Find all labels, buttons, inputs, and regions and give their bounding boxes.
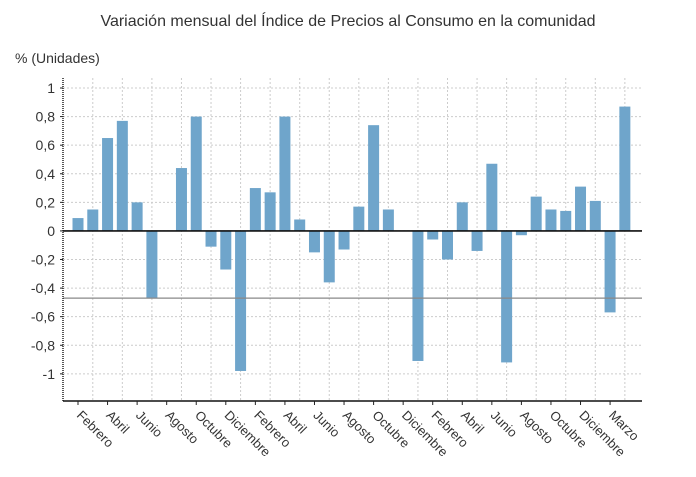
x-tick-label: Junio (488, 408, 521, 441)
bar (294, 219, 306, 231)
bar (220, 230, 232, 270)
bar (412, 230, 424, 361)
bar (560, 210, 572, 231)
y-tick-label: 1 (47, 80, 55, 96)
bar (87, 209, 99, 231)
bar (353, 206, 365, 231)
bar (442, 230, 453, 260)
grid (63, 78, 642, 401)
axes (62, 78, 642, 402)
bar (471, 230, 483, 251)
x-tick-label: Junio (310, 408, 343, 441)
bar (427, 230, 439, 240)
y-tick-label: 0,4 (36, 166, 56, 182)
y-axis-label: % (Unidades) (15, 50, 100, 66)
bar (338, 230, 350, 250)
bar (530, 196, 542, 231)
chart-title: Variación mensual del Índice de Precios … (100, 11, 595, 30)
bar (323, 230, 335, 283)
bar (545, 209, 557, 231)
bar (264, 192, 276, 231)
bar (146, 230, 158, 299)
bar (368, 125, 380, 231)
bar (604, 230, 616, 313)
bar (102, 138, 114, 231)
bar (116, 120, 128, 231)
bar (175, 168, 187, 231)
bar (501, 230, 513, 363)
bar (131, 202, 143, 231)
y-tick-label: 0 (47, 223, 55, 239)
y-tick-label: -0,8 (31, 337, 55, 353)
bar (279, 116, 291, 231)
x-tick-label: Junio (133, 408, 166, 441)
bar (249, 188, 261, 231)
y-tick-label: -0,6 (31, 309, 55, 325)
bar (575, 186, 587, 231)
bar (456, 202, 468, 231)
bar (235, 230, 247, 371)
y-ticks: 1 0,8 0,6 0,4 0,2 0 -0,2 -0,4 -0,6 -0,8 -1 (31, 80, 63, 382)
bar (382, 209, 394, 231)
bar (190, 116, 202, 231)
bar (589, 200, 601, 231)
bar (205, 230, 217, 247)
bar (619, 106, 631, 231)
bar (515, 230, 527, 236)
y-tick-label: 0,6 (36, 137, 56, 153)
bar (72, 218, 84, 231)
bars (72, 106, 631, 371)
y-tick-label: 0,8 (36, 109, 56, 125)
bar (308, 230, 320, 253)
bar (486, 163, 498, 231)
y-tick-label: -0,2 (31, 252, 55, 268)
y-tick-label: -0,4 (31, 280, 55, 296)
y-tick-label: -1 (43, 366, 56, 382)
y-tick-label: 0,2 (36, 194, 56, 210)
